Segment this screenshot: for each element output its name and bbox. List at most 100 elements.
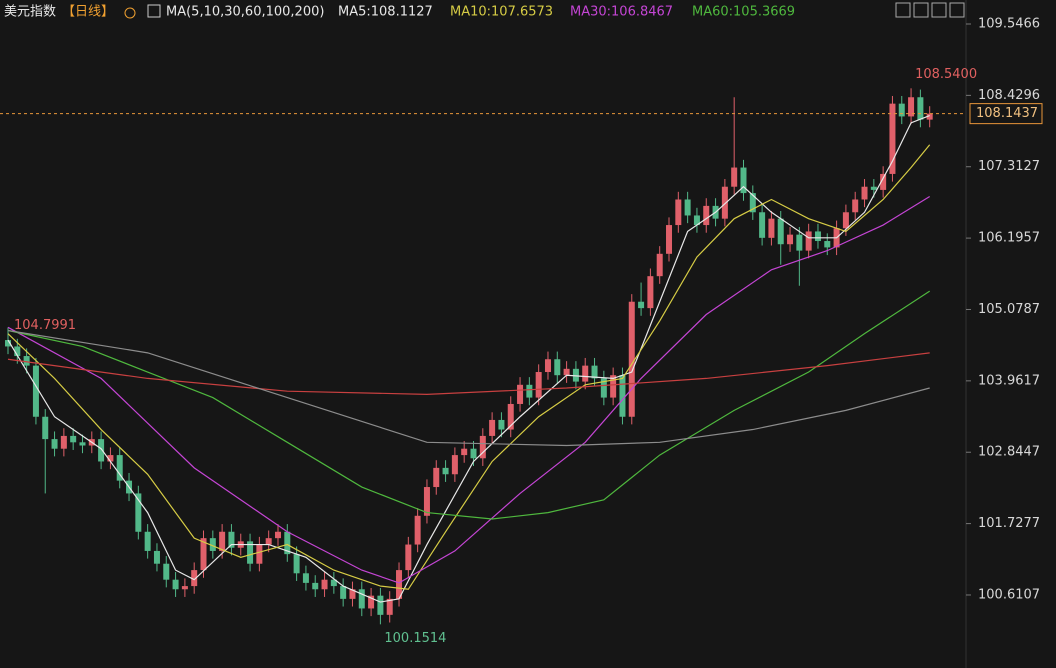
- candle-body: [693, 215, 700, 226]
- candle-body: [703, 205, 710, 226]
- candle-body: [200, 538, 207, 571]
- ma-line: [7, 115, 930, 603]
- candle-body: [647, 276, 654, 309]
- candle-body: [591, 365, 598, 379]
- candle-body: [274, 531, 281, 539]
- candle-body: [479, 435, 486, 459]
- candle-body: [861, 186, 868, 200]
- candle-body: [181, 586, 188, 590]
- indicator: MA(5,10,30,60,100,200): [166, 5, 324, 20]
- start-label: 104.7991: [14, 318, 76, 333]
- candle-body: [824, 241, 831, 248]
- candle-body: [535, 372, 542, 398]
- y-tick-label: 105.0787: [978, 302, 1040, 317]
- candle-body: [544, 359, 551, 373]
- candle-body: [526, 384, 533, 398]
- legend-entry: MA10:107.6573: [450, 5, 553, 20]
- period: 【日线】: [62, 5, 114, 20]
- y-tick-label: 109.5466: [978, 16, 1040, 31]
- settings-icon[interactable]: [124, 7, 136, 19]
- last-price-label: 108.1437: [976, 106, 1038, 121]
- candle-body: [368, 595, 375, 609]
- candle-body: [312, 582, 319, 590]
- candle-body: [619, 375, 626, 417]
- candle-body: [517, 384, 524, 404]
- candle-body: [163, 563, 170, 580]
- candle-body: [14, 346, 21, 357]
- y-tick-label: 108.4296: [978, 88, 1040, 103]
- candle-body: [228, 531, 235, 548]
- candle-body: [842, 212, 849, 229]
- tool-button[interactable]: [913, 2, 929, 18]
- chart-title: 美元指数: [4, 5, 56, 20]
- candle-body: [265, 538, 272, 545]
- y-tick-label: 107.3127: [978, 159, 1040, 174]
- candle-body: [898, 103, 905, 117]
- candle-body: [23, 356, 30, 366]
- legend-entry: MA30:106.8467: [570, 5, 673, 20]
- candle-body: [60, 435, 67, 449]
- candle-body: [740, 167, 747, 194]
- candle-body: [721, 186, 728, 219]
- y-tick-label: 101.7277: [978, 516, 1040, 531]
- candle-body: [917, 97, 924, 120]
- candle-body: [787, 234, 794, 245]
- candle-body: [98, 439, 105, 462]
- candle-body: [684, 199, 691, 216]
- candle-body: [32, 365, 39, 417]
- candle-body: [79, 442, 86, 446]
- candle-body: [209, 538, 216, 551]
- candle-body: [70, 435, 77, 443]
- candle-body: [107, 455, 114, 462]
- legend-entry: MA5:108.1127: [338, 5, 433, 20]
- candle-body: [796, 234, 803, 251]
- y-tick-label: 100.6107: [978, 587, 1040, 602]
- candle-body: [330, 579, 337, 587]
- candle-body: [51, 439, 58, 449]
- candle-body: [135, 493, 142, 532]
- candle-body: [256, 544, 263, 564]
- candle-body: [852, 199, 859, 213]
- candle-body: [610, 375, 617, 398]
- ma-line: [7, 144, 931, 590]
- candle-body: [759, 212, 766, 238]
- candle-body: [247, 541, 254, 564]
- candle-body: [805, 231, 812, 251]
- tool-button[interactable]: [949, 2, 965, 18]
- candle-body: [433, 467, 440, 488]
- candle-body: [284, 531, 291, 555]
- tool-button[interactable]: [931, 2, 947, 18]
- y-tick-label: 103.9617: [978, 373, 1040, 388]
- candle-body: [489, 419, 496, 436]
- candle-body: [638, 301, 645, 309]
- candle-body: [582, 365, 589, 382]
- candle-body: [554, 359, 561, 376]
- candle-body: [889, 103, 896, 174]
- candle-body: [675, 199, 682, 226]
- candle-body: [405, 544, 412, 571]
- last-price-box: [969, 103, 1043, 125]
- candle-body: [414, 515, 421, 545]
- candle-body: [116, 455, 123, 481]
- indicator-icon[interactable]: [147, 4, 161, 18]
- y-tick-label: 102.8447: [978, 445, 1040, 460]
- candle-body: [5, 340, 11, 347]
- high-label: 108.5400: [915, 67, 977, 82]
- legend-entry: MA60:105.3669: [692, 5, 795, 20]
- candle-body: [144, 531, 151, 551]
- y-tick-label: 106.1957: [978, 231, 1040, 246]
- candle-body: [749, 193, 756, 213]
- candle-body: [423, 487, 430, 516]
- candle-body: [461, 448, 468, 456]
- candle-body: [293, 554, 300, 574]
- candle-body: [572, 368, 579, 382]
- candle-body: [600, 378, 607, 398]
- candle-body: [358, 589, 365, 609]
- candle-body: [768, 218, 775, 238]
- candle-body: [656, 253, 663, 277]
- candle-body: [628, 301, 635, 417]
- candle-body: [926, 113, 933, 120]
- tool-button[interactable]: [895, 2, 911, 18]
